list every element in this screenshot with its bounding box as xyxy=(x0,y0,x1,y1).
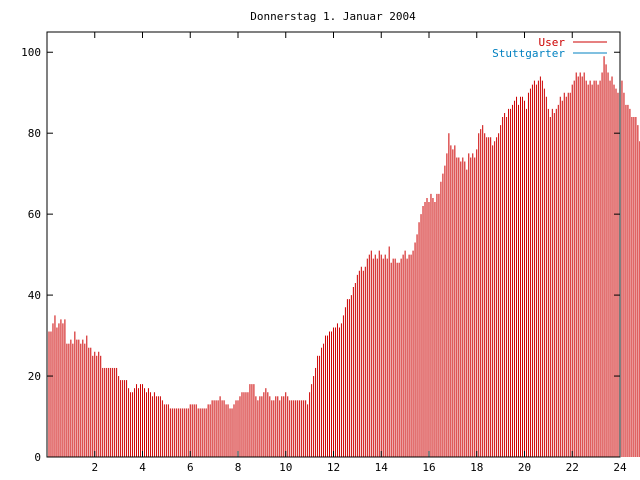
x-axis: 2 4 6 8 10 12 14 16 18 20 22 24 xyxy=(91,32,627,474)
x-tick-label: 20 xyxy=(518,461,531,474)
y-tick-label: 40 xyxy=(28,289,41,302)
bars-group xyxy=(46,56,640,457)
x-tick-label: 6 xyxy=(187,461,194,474)
y-tick-label: 100 xyxy=(21,46,41,59)
y-tick-label: 60 xyxy=(28,208,41,221)
x-tick-label: 2 xyxy=(91,461,98,474)
x-tick-label: 18 xyxy=(470,461,483,474)
x-tick-label: 4 xyxy=(139,461,146,474)
y-tick-label: 80 xyxy=(28,127,41,140)
x-tick-label: 22 xyxy=(566,461,579,474)
x-tick-label: 24 xyxy=(613,461,627,474)
x-tick-label: 8 xyxy=(235,461,242,474)
legend-label: User xyxy=(539,36,566,49)
y-tick-label: 0 xyxy=(34,451,41,464)
x-tick-label: 16 xyxy=(422,461,435,474)
legend-label: Stuttgarter xyxy=(492,47,565,60)
chart-title: Donnerstag 1. Januar 2004 xyxy=(250,10,416,23)
y-axis: 0 20 40 60 80 100 xyxy=(21,46,620,464)
x-tick-label: 10 xyxy=(279,461,292,474)
y-tick-label: 20 xyxy=(28,370,41,383)
x-tick-label: 14 xyxy=(375,461,389,474)
x-tick-label: 12 xyxy=(327,461,340,474)
